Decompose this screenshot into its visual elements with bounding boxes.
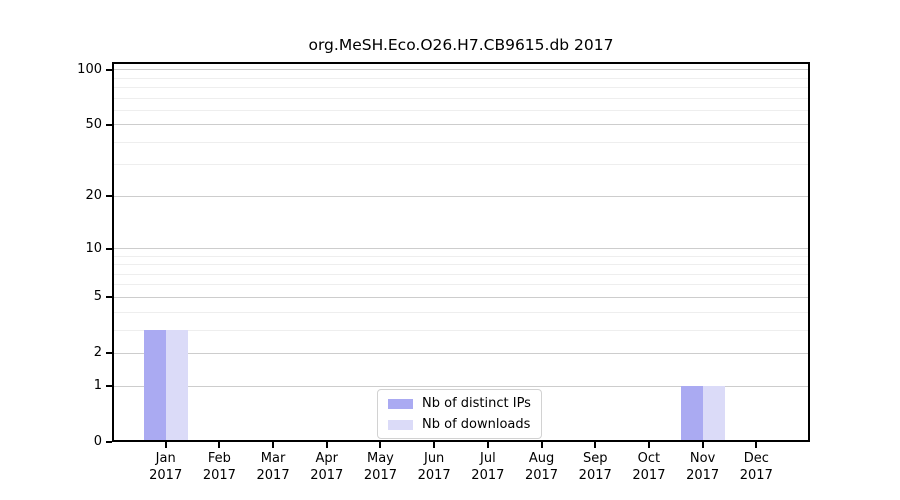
chart-title: org.MeSH.Eco.O26.H7.CB9615.db 2017	[308, 36, 614, 54]
x-tick-label-year: 2017	[739, 468, 773, 483]
x-tick-label-month: Apr	[315, 451, 339, 466]
y-tick-mark	[106, 441, 112, 443]
x-tick-label-year: 2017	[524, 468, 559, 483]
x-tick-label: Jan 2017	[136, 450, 196, 484]
gridline-major	[112, 69, 810, 71]
gridline-minor	[112, 77, 810, 79]
legend: Nb of distinct IPs Nb of downloads	[377, 389, 542, 439]
bar-distinct-ips-nov-2017	[680, 386, 703, 442]
x-tick-mark	[433, 442, 436, 448]
x-tick-mark	[701, 442, 704, 448]
x-tick-mark	[486, 442, 489, 448]
x-tick-mark	[594, 442, 597, 448]
x-tick-mark	[325, 442, 328, 448]
x-tick-label: Jun 2017	[404, 450, 464, 484]
x-tick-label-month: Sep	[582, 451, 608, 466]
gridline-major	[112, 352, 810, 354]
y-tick-label: 20	[85, 188, 102, 204]
x-tick-label-month: Aug	[528, 451, 555, 466]
gridline-minor	[112, 255, 810, 257]
y-tick-label: 0	[93, 434, 102, 449]
x-tick-label-year: 2017	[686, 468, 720, 483]
y-tick-mark	[106, 247, 112, 250]
y-tick-label: 1	[93, 378, 102, 394]
x-tick-label-month: May	[367, 451, 394, 466]
x-tick-label-month: Nov	[689, 451, 716, 466]
y-tick-mark	[106, 296, 112, 299]
gridline-minor	[112, 86, 810, 88]
x-tick-label-year: 2017	[310, 468, 344, 483]
gridline-major	[112, 124, 810, 126]
y-tick-label: 2	[93, 345, 102, 361]
x-tick-label: Oct 2017	[619, 450, 679, 484]
gridline-minor	[112, 311, 810, 313]
legend-item-distinct-ips: Nb of distinct IPs	[388, 395, 531, 412]
x-tick-label-year: 2017	[471, 468, 505, 483]
gridline-minor	[112, 329, 810, 331]
y-tick-label: 10	[85, 240, 102, 256]
x-tick-label-year: 2017	[363, 468, 397, 483]
bar-downloads-nov-2017	[702, 386, 725, 442]
x-tick-mark	[379, 442, 382, 448]
x-tick-label-month: Jul	[480, 451, 496, 466]
gridline-minor	[112, 264, 810, 266]
x-tick-label: Aug 2017	[512, 450, 572, 484]
x-tick-mark	[540, 442, 543, 448]
x-tick-label: Sep 2017	[565, 450, 625, 484]
bar-downloads-jan-2017	[165, 330, 188, 442]
gridline-major	[112, 385, 810, 387]
x-tick-mark	[218, 442, 221, 448]
y-tick-mark	[106, 123, 112, 126]
x-tick-mark	[647, 442, 650, 448]
x-tick-label-year: 2017	[256, 468, 290, 483]
y-tick-mark	[106, 352, 112, 355]
gridline-major	[112, 296, 810, 298]
legend-label-distinct-ips: Nb of distinct IPs	[422, 396, 531, 411]
gridline-minor	[112, 141, 810, 143]
x-tick-label-year: 2017	[202, 468, 236, 483]
x-tick-label-month: Oct	[637, 451, 661, 466]
x-tick-label: Dec 2017	[726, 450, 786, 484]
legend-label-downloads: Nb of downloads	[422, 417, 531, 432]
y-tick-label: 5	[93, 289, 102, 305]
x-tick-label-year: 2017	[578, 468, 612, 483]
plot-area	[112, 62, 810, 442]
gridline-minor	[112, 284, 810, 286]
x-tick-label-year: 2017	[149, 468, 183, 483]
legend-swatch-downloads-icon	[388, 419, 413, 430]
gridline-minor	[112, 97, 810, 99]
x-tick-label: May 2017	[350, 450, 410, 484]
x-tick-label-month: Feb	[207, 451, 231, 466]
x-tick-label: Apr 2017	[297, 450, 357, 484]
x-tick-label: Jul 2017	[458, 450, 518, 484]
gridline-minor	[112, 109, 810, 111]
y-tick-mark	[106, 195, 112, 198]
legend-item-downloads: Nb of downloads	[388, 416, 531, 433]
x-tick-mark	[755, 442, 758, 448]
x-tick-label: Nov 2017	[673, 450, 733, 484]
x-tick-label-year: 2017	[417, 468, 451, 483]
x-tick-label: Feb 2017	[189, 450, 249, 484]
gridline-minor	[112, 164, 810, 166]
x-tick-label-month: Dec	[743, 451, 769, 466]
bar-distinct-ips-jan-2017	[143, 330, 166, 442]
y-tick-mark	[106, 68, 112, 71]
legend-swatch-distinct-ips-icon	[388, 398, 413, 409]
x-tick-mark	[164, 442, 167, 448]
y-tick-mark	[106, 385, 112, 388]
x-tick-label-month: Jan	[155, 451, 176, 466]
y-tick-label: 50	[85, 116, 102, 132]
gridline-minor	[112, 273, 810, 275]
y-tick-label: 100	[77, 61, 102, 77]
x-tick-label-month: Mar	[260, 451, 286, 466]
gridline-major	[112, 248, 810, 250]
gridline-major	[112, 195, 810, 197]
x-tick-label-year: 2017	[632, 468, 666, 483]
x-tick-label-month: Jun	[423, 451, 445, 466]
x-tick-label: Mar 2017	[243, 450, 303, 484]
x-tick-mark	[272, 442, 275, 448]
